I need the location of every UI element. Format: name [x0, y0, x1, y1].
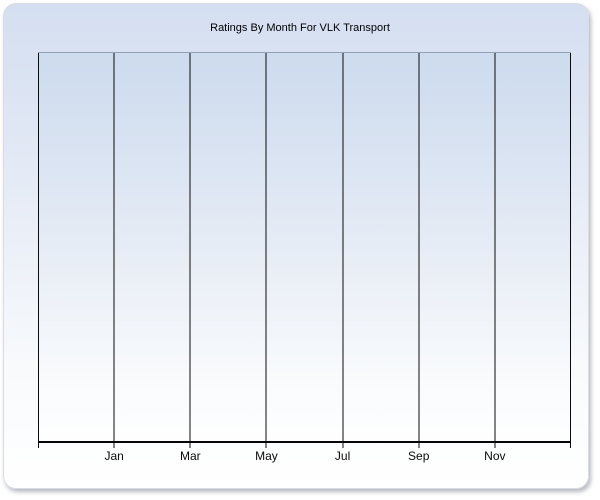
gridline — [570, 53, 571, 441]
gridline — [494, 53, 496, 441]
x-axis-label: Jul — [334, 449, 351, 463]
x-axis-tick — [342, 443, 344, 448]
gridline — [113, 53, 115, 441]
x-axis-label: Sep — [408, 449, 430, 463]
x-axis-tick — [265, 443, 267, 448]
x-axis-label: Mar — [179, 449, 201, 463]
gridline — [189, 53, 191, 441]
x-axis-ticks — [38, 443, 571, 448]
gridline — [265, 53, 267, 441]
x-axis-labels: Jan Mar May Jul Sep Nov — [38, 449, 571, 465]
x-axis-tick — [38, 443, 39, 448]
x-axis-tick — [418, 443, 420, 448]
x-axis-tick — [189, 443, 191, 448]
x-axis-label: Jan — [104, 449, 124, 463]
x-axis-label: May — [255, 449, 278, 463]
x-axis-tick — [570, 443, 571, 448]
gridline — [38, 53, 39, 441]
x-axis-tick — [494, 443, 496, 448]
x-axis-label: Nov — [484, 449, 506, 463]
gridline — [418, 53, 420, 441]
gridline — [342, 53, 344, 441]
x-axis-tick — [113, 443, 115, 448]
chart-title: Ratings By Month For VLK Transport — [210, 22, 390, 34]
plot-area — [38, 52, 571, 443]
